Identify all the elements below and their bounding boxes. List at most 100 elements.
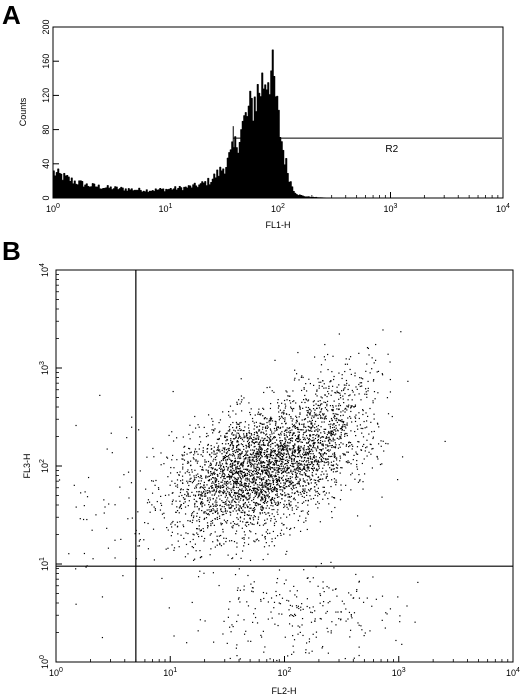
scatter-dot xyxy=(364,450,366,452)
scatter-dot xyxy=(266,439,269,441)
scatter-dot xyxy=(178,507,181,509)
scatter-dot xyxy=(355,434,357,437)
scatter-dot xyxy=(228,482,230,484)
scatter-dot xyxy=(279,417,281,419)
scatter-dot xyxy=(191,601,193,604)
scatter-dot xyxy=(343,388,345,390)
scatter-dot xyxy=(265,472,267,475)
scatter-dot xyxy=(306,528,308,531)
scatter-dot xyxy=(266,435,269,438)
scatter-dot xyxy=(352,445,354,447)
scatter-dot xyxy=(343,420,345,423)
scatter-dot xyxy=(335,463,338,465)
scatter-dot xyxy=(312,497,315,500)
scatter-dot xyxy=(303,432,305,434)
scatter-dot xyxy=(127,518,129,520)
scatter-dot xyxy=(201,509,203,512)
scatter-dot xyxy=(292,634,294,637)
scatter-dot xyxy=(338,419,340,421)
scatter-dot xyxy=(318,464,320,466)
scatter-dot xyxy=(250,469,252,471)
scatter-dot xyxy=(263,423,265,425)
scatter-dot xyxy=(221,471,224,473)
scatter-dot xyxy=(271,486,274,489)
scatter-dot xyxy=(337,430,339,432)
scatter-dot xyxy=(188,484,190,487)
scatter-dot xyxy=(180,534,182,536)
scatter-dot xyxy=(358,597,361,599)
scatter-dot xyxy=(270,452,273,454)
scatter-dot xyxy=(244,512,246,514)
scatter-dot xyxy=(101,636,104,639)
scatter-dot xyxy=(219,430,221,432)
scatter-dot xyxy=(328,393,330,395)
scatter-dot xyxy=(200,486,202,488)
scatter-dot xyxy=(275,595,278,597)
scatter-dot xyxy=(297,449,299,451)
scatter-dot xyxy=(387,353,389,355)
scatter-dot xyxy=(205,475,207,477)
scatter-dot xyxy=(249,518,251,520)
dotplot-plot-frame xyxy=(55,269,514,663)
scatter-dot xyxy=(239,429,241,432)
scatter-dot xyxy=(184,445,186,448)
scatter-dot xyxy=(197,473,199,475)
scatter-dot xyxy=(188,500,190,502)
histogram-y-tick-label: 0 xyxy=(41,195,51,200)
scatter-dot xyxy=(304,464,306,466)
scatter-dot xyxy=(254,495,256,497)
scatter-dot xyxy=(186,471,188,473)
scatter-dot xyxy=(271,449,273,451)
scatter-dot xyxy=(299,408,301,410)
scatter-dot xyxy=(216,497,218,499)
scatter-dot xyxy=(232,445,235,447)
scatter-dot xyxy=(238,493,240,495)
scatter-dot xyxy=(322,498,324,500)
scatter-dot xyxy=(261,473,263,475)
scatter-dot xyxy=(241,439,244,441)
scatter-dot xyxy=(250,531,252,533)
scatter-dot xyxy=(213,488,215,491)
scatter-dot xyxy=(256,491,258,493)
scatter-dot xyxy=(319,453,322,455)
scatter-dot xyxy=(235,471,237,474)
scatter-dot xyxy=(336,429,339,431)
scatter-dot xyxy=(271,450,273,452)
scatter-dot xyxy=(240,452,242,454)
scatter-dot xyxy=(309,420,311,422)
scatter-dot xyxy=(252,508,254,510)
scatter-dot xyxy=(230,441,232,443)
scatter-dot xyxy=(298,422,300,424)
scatter-dot xyxy=(175,500,177,502)
scatter-dot xyxy=(152,447,154,450)
scatter-dot xyxy=(249,488,251,491)
scatter-dot xyxy=(306,414,308,416)
scatter-dot xyxy=(309,490,311,492)
scatter-dot xyxy=(320,455,322,457)
scatter-dot xyxy=(244,457,247,459)
scatter-dot xyxy=(227,455,229,458)
scatter-dot xyxy=(282,446,284,449)
scatter-dot xyxy=(252,480,254,482)
scatter-dot xyxy=(328,455,330,458)
scatter-dot xyxy=(286,467,288,469)
scatter-dot xyxy=(293,454,295,457)
scatter-dot xyxy=(291,509,293,511)
scatter-dot xyxy=(299,626,301,628)
scatter-dot xyxy=(313,457,315,459)
scatter-dot xyxy=(260,499,262,501)
scatter-dot xyxy=(273,436,275,438)
scatter-dot xyxy=(231,500,233,502)
scatter-dot xyxy=(201,477,203,480)
scatter-dot xyxy=(246,469,248,471)
scatter-dot xyxy=(206,525,209,527)
scatter-dot xyxy=(339,472,341,474)
scatter-dot xyxy=(278,484,280,486)
scatter-dot xyxy=(351,389,353,392)
scatter-dot xyxy=(245,444,247,447)
scatter-dot xyxy=(268,460,271,462)
scatter-dot xyxy=(258,449,260,452)
scatter-dot xyxy=(308,448,310,451)
scatter-dot xyxy=(381,463,383,465)
scatter-dot xyxy=(271,476,273,478)
